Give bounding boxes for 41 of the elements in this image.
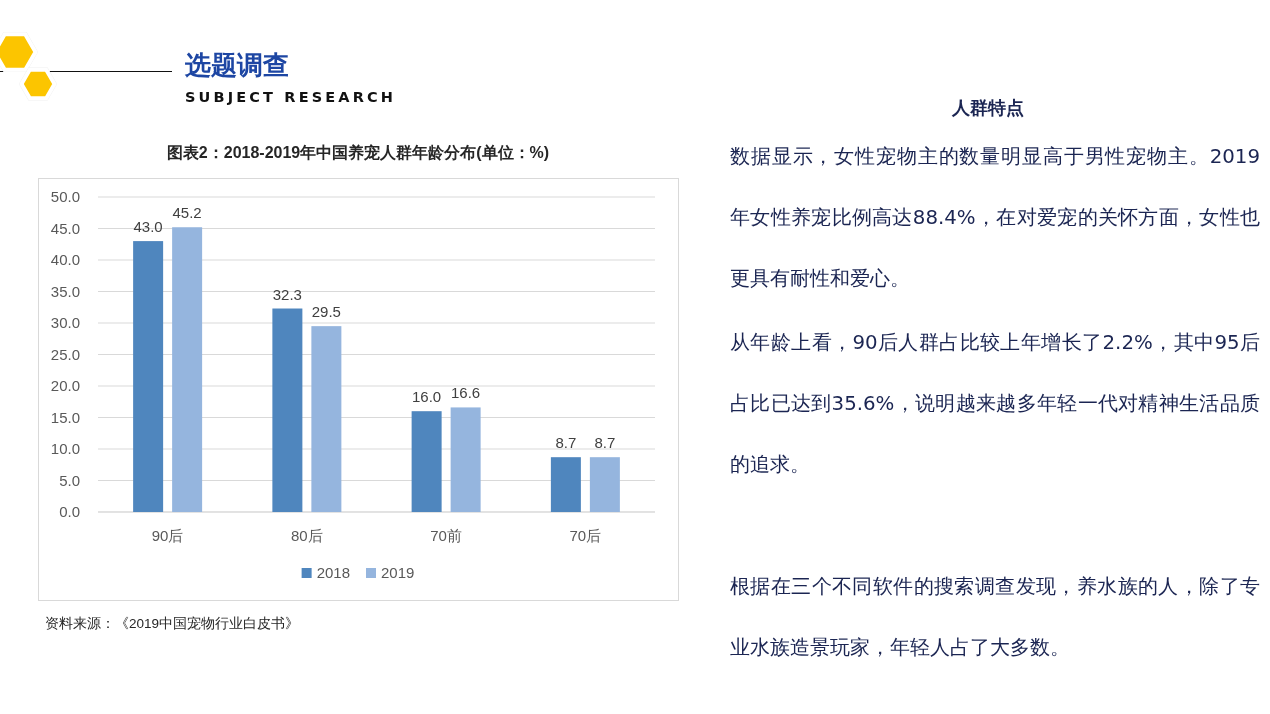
text: SUBJECT RESEARCH: [185, 89, 393, 105]
text: 选题调查: [184, 50, 289, 80]
text: 根据在三个不同软件的搜索调查发现，养水族的人，除了专业水族造景玩家，年轻人占了大多数。: [730, 575, 1260, 659]
y-tick-label: 10.0: [50, 440, 80, 457]
data-label: 8.7: [594, 434, 616, 452]
y-tick-label: 5.0: [59, 471, 80, 489]
data-label: 43.0: [133, 218, 163, 236]
data-label: 16.0: [412, 388, 442, 406]
data-label: 45.2: [172, 204, 202, 222]
bar: [272, 308, 303, 512]
y-tick-label: 30.0: [50, 314, 80, 331]
legend-label: 2019: [381, 564, 415, 581]
x-tick-label: 80后: [291, 527, 323, 544]
bar: [450, 407, 481, 512]
x-tick-label: 90后: [151, 527, 184, 544]
bar: [550, 457, 581, 512]
y-tick-label: 35.0: [50, 282, 80, 300]
text: 数据显示，女性宠物主的数量明显高于男性宠物主。2019年女性养宠比例高达88.4%，在对爱宠的关怀方面，女性也更具有耐性和爱心。: [730, 145, 1260, 290]
y-tick-label: 20.0: [50, 377, 80, 394]
bar: [133, 241, 164, 512]
data-label: 8.7: [555, 434, 577, 452]
data-label: 29.5: [311, 303, 341, 321]
bar: [589, 457, 620, 512]
text: 资料来源：《2019中国宠物行业白皮书》: [45, 616, 300, 631]
data-label: 32.3: [272, 285, 302, 303]
text: 人群特点: [951, 96, 1025, 120]
y-tick-label: 15.0: [50, 408, 80, 426]
bar: [311, 326, 342, 512]
y-tick-label: 25.0: [50, 345, 80, 363]
y-tick-label: 45.0: [50, 219, 80, 237]
text: 从年龄上看，90后人群占比较上年增长了2.2%，其中95后占比已达到35.6%，说明越来越多年轻一代对精神生活品质的追求。: [730, 331, 1260, 476]
y-tick-label: 40.0: [50, 251, 80, 268]
x-tick-label: 70后: [569, 527, 602, 544]
chart-title: 图表2：2018-2019年中国养宠人群年龄分布(单位：%): [166, 143, 550, 161]
legend-label: 2018: [316, 564, 350, 581]
bar: [172, 227, 203, 512]
y-tick-label: 50.0: [50, 188, 80, 205]
data-label: 16.6: [451, 384, 481, 402]
bar: [411, 411, 442, 512]
x-tick-label: 70前: [430, 527, 462, 544]
y-tick-label: 0.0: [59, 503, 80, 520]
